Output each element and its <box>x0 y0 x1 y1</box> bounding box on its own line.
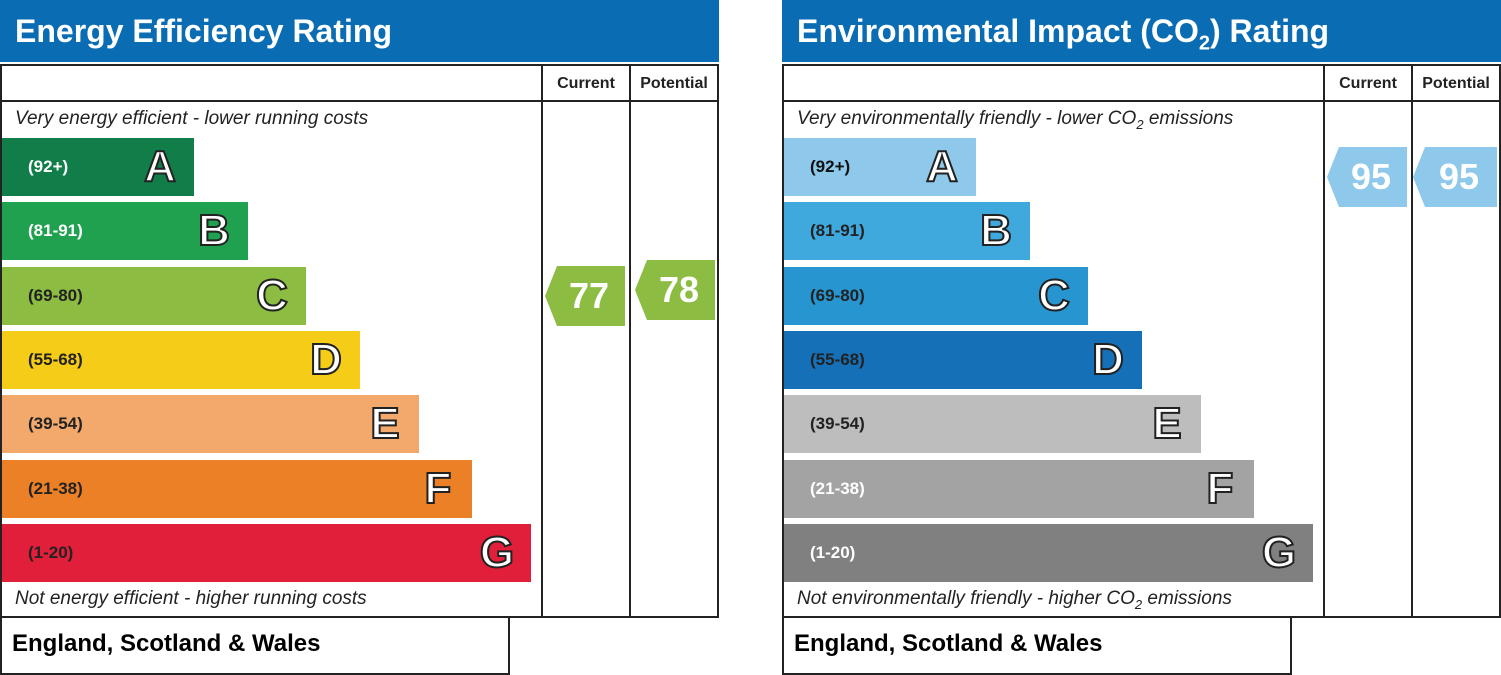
band-range-label: (81-91) <box>810 221 865 240</box>
band-a: (92+) A <box>2 138 194 196</box>
region-footer: England, Scotland & Wales <box>0 617 510 675</box>
chart-title-subscript: 2 <box>1198 32 1210 55</box>
band-range-label: (21-38) <box>810 479 865 498</box>
band-range-label: (55-68) <box>28 350 83 369</box>
band-letter: G <box>479 527 515 578</box>
chart-frame <box>782 64 1501 618</box>
band-g: (1-20) G <box>2 524 531 582</box>
band-letter: A <box>143 141 177 192</box>
current-rating-value: 77 <box>568 275 610 316</box>
band-f: (21-38) F <box>2 460 472 518</box>
band-letter: D <box>1091 334 1125 385</box>
top-note-subscript: 2 <box>1136 116 1144 132</box>
potential-column-header: Potential <box>1422 75 1490 92</box>
header-divider <box>782 100 1501 102</box>
band-g: (1-20) G <box>784 524 1313 582</box>
potential-rating-value: 78 <box>658 269 700 310</box>
band-range-label: (21-38) <box>28 479 83 498</box>
band-range-label: (81-91) <box>28 221 83 240</box>
band-letter: F <box>1206 463 1235 514</box>
energy-efficiency-chart: Energy Efficiency Rating Current Potenti… <box>0 0 719 675</box>
band-b: (81-91) B <box>784 202 1030 260</box>
band-range-label: (92+) <box>810 157 851 176</box>
band-letter: G <box>1261 527 1297 578</box>
header-divider <box>0 100 719 102</box>
band-range-label: (1-20) <box>28 543 74 562</box>
band-f: (21-38) F <box>784 460 1254 518</box>
current-rating-value: 95 <box>1350 156 1392 197</box>
band-range-label: (39-54) <box>810 414 865 433</box>
chart-title: Energy Efficiency Rating <box>0 0 719 62</box>
band-letter: C <box>1037 270 1071 321</box>
column-divider <box>541 64 543 618</box>
band-a: (92+) A <box>784 138 976 196</box>
environmental-impact-chart: Environmental Impact (CO2) Rating Curren… <box>782 0 1501 675</box>
top-note-main: Very environmentally friendly - lower CO <box>797 108 1137 129</box>
column-divider <box>629 64 631 618</box>
band-letter: E <box>369 398 400 449</box>
band-letter: F <box>424 463 453 514</box>
bottom-note-end: emissions <box>1142 588 1232 609</box>
region-footer: England, Scotland & Wales <box>782 617 1292 675</box>
band-d: (55-68) D <box>784 331 1142 389</box>
band-letter: B <box>979 205 1013 256</box>
band-range-label: (92+) <box>28 157 69 176</box>
chart-title-end: ) Rating <box>1209 13 1330 49</box>
current-rating-arrow: 95 <box>1327 147 1407 207</box>
band-letter: C <box>255 270 289 321</box>
bottom-note: Not energy efficient - higher running co… <box>15 588 367 609</box>
bottom-note: Not environmentally friendly - higher CO… <box>797 588 1232 612</box>
potential-rating-value: 95 <box>1438 156 1480 197</box>
band-range-label: (69-80) <box>810 286 865 305</box>
potential-rating-arrow: 95 <box>1413 147 1497 207</box>
bottom-note-main: Not environmentally friendly - higher CO <box>797 588 1135 609</box>
band-c: (69-80) C <box>784 267 1088 325</box>
band-c: (69-80) C <box>2 267 306 325</box>
top-note-end: emissions <box>1143 108 1234 129</box>
band-range-label: (1-20) <box>810 543 856 562</box>
chart-title-main: Environmental Impact (CO <box>797 13 1199 49</box>
column-divider <box>1411 64 1413 618</box>
top-note: Very energy efficient - lower running co… <box>15 108 369 129</box>
band-e: (39-54) E <box>784 395 1201 453</box>
band-range-label: (39-54) <box>28 414 83 433</box>
band-e: (39-54) E <box>2 395 419 453</box>
top-note: Very environmentally friendly - lower CO… <box>797 108 1233 132</box>
potential-column-header: Potential <box>640 75 708 92</box>
chart-frame <box>0 64 719 618</box>
current-column-header: Current <box>1339 75 1397 92</box>
band-letter: B <box>197 205 231 256</box>
band-letter: D <box>309 334 343 385</box>
band-range-label: (55-68) <box>810 350 865 369</box>
current-rating-arrow: 77 <box>545 266 625 326</box>
band-letter: E <box>1151 398 1182 449</box>
chart-title: Environmental Impact (CO2) Rating <box>782 0 1501 62</box>
bottom-note-subscript: 2 <box>1134 596 1143 612</box>
band-b: (81-91) B <box>2 202 248 260</box>
column-divider <box>1323 64 1325 618</box>
current-column-header: Current <box>557 75 615 92</box>
potential-rating-arrow: 78 <box>635 260 715 320</box>
band-letter: A <box>925 141 959 192</box>
band-d: (55-68) D <box>2 331 360 389</box>
band-range-label: (69-80) <box>28 286 83 305</box>
